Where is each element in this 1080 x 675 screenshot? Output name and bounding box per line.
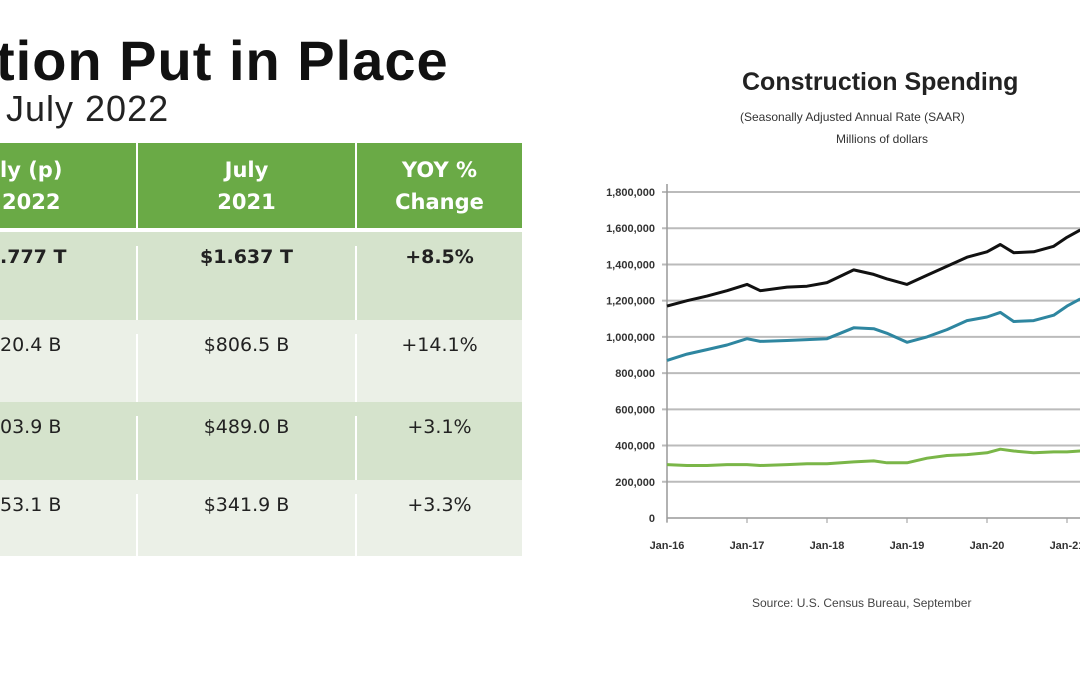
chart-subtitle: (Seasonally Adjusted Annual Rate (SAAR) bbox=[740, 110, 965, 124]
y-tick-label: 1,800,000 bbox=[606, 187, 655, 199]
cell: +3.3% bbox=[407, 494, 472, 516]
cell: .777 T bbox=[0, 246, 138, 332]
chart-title: Construction Spending bbox=[742, 68, 1019, 96]
y-tick-label: 0 bbox=[649, 513, 655, 525]
x-tick-label: Jan-20 bbox=[970, 540, 1005, 552]
y-tick-label: 600,000 bbox=[615, 404, 655, 416]
series-line-2 bbox=[666, 447, 1080, 467]
x-tick-label: Jan-16 bbox=[650, 540, 685, 552]
cell: 53.1 B bbox=[0, 494, 138, 556]
cell: $806.5 B bbox=[138, 334, 357, 414]
x-tick-label: Jan-21 bbox=[1050, 540, 1080, 552]
cell: +3.1% bbox=[407, 416, 472, 438]
slide-title: tion Put in Place bbox=[0, 29, 449, 92]
y-tick-label: 1,200,000 bbox=[606, 296, 655, 308]
y-tick-label: 1,600,000 bbox=[606, 223, 655, 235]
cell: +14.1% bbox=[401, 334, 478, 356]
y-tick-label: 400,000 bbox=[615, 441, 655, 453]
table-header-row: ly (p) 2022 July 2021 YOY % Change bbox=[0, 143, 522, 228]
cell: 03.9 B bbox=[0, 416, 138, 492]
table-row: 03.9 B $489.0 B +3.1% bbox=[0, 402, 522, 492]
cell: $489.0 B bbox=[138, 416, 357, 492]
header-july-2021: July 2021 bbox=[138, 143, 357, 228]
series-line-1 bbox=[666, 297, 1080, 362]
header-yoy-change: YOY % Change bbox=[395, 157, 484, 214]
cell: 20.4 B bbox=[0, 334, 138, 414]
cell: $341.9 B bbox=[138, 494, 357, 556]
x-tick-label: Jan-17 bbox=[730, 540, 765, 552]
x-tick-label: Jan-18 bbox=[810, 540, 845, 552]
series-line-0 bbox=[666, 228, 1080, 308]
cell: $1.637 T bbox=[138, 246, 357, 332]
header-july-2022: ly (p) 2022 bbox=[0, 143, 138, 228]
x-tick-label: Jan-19 bbox=[890, 540, 925, 552]
chart-unit-label: Millions of dollars bbox=[836, 132, 929, 146]
y-tick-label: 800,000 bbox=[615, 368, 655, 380]
y-tick-label: 200,000 bbox=[615, 477, 655, 489]
table-row: 53.1 B $341.9 B +3.3% bbox=[0, 480, 522, 556]
y-tick-label: 1,000,000 bbox=[606, 332, 655, 344]
slide-subtitle: July 2022 bbox=[6, 88, 170, 129]
cell: +8.5% bbox=[405, 246, 474, 268]
table-row: 20.4 B $806.5 B +14.1% bbox=[0, 320, 522, 414]
table-row: .777 T $1.637 T +8.5% bbox=[0, 232, 522, 332]
y-tick-label: 1,400,000 bbox=[606, 259, 655, 271]
chart-source: Source: U.S. Census Bureau, September bbox=[752, 596, 972, 610]
